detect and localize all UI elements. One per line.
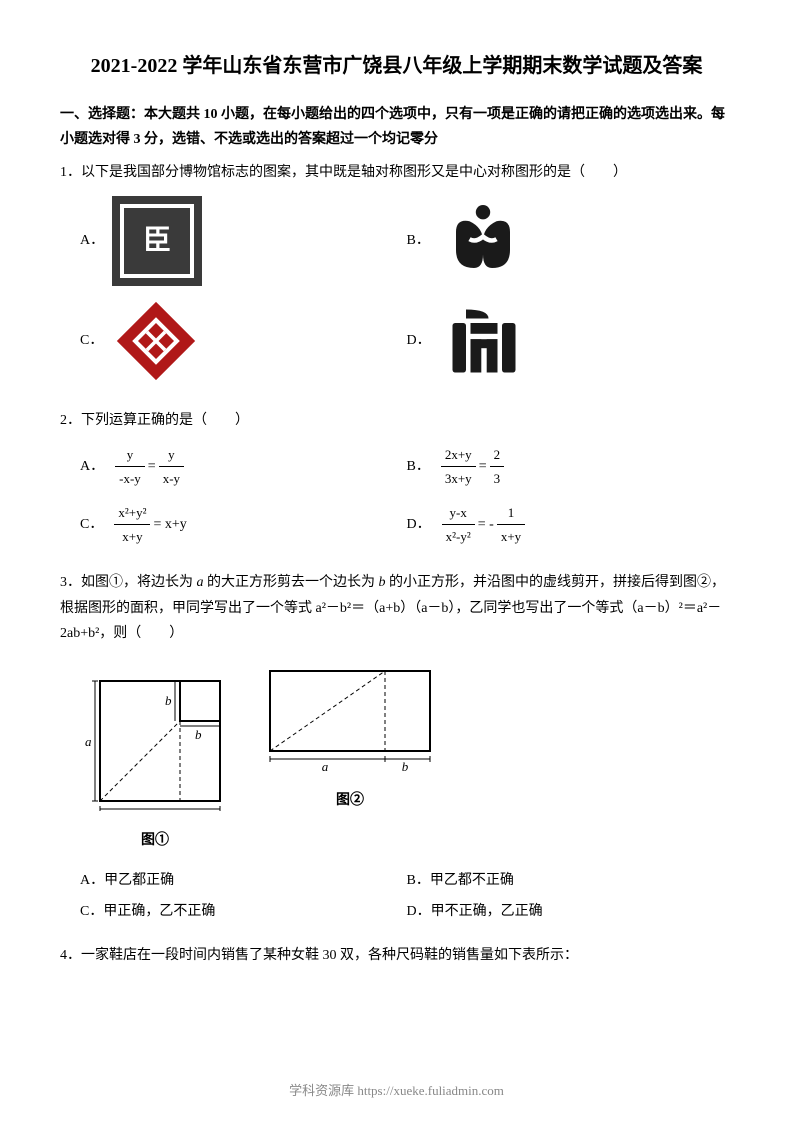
q1-text: 1．以下是我国部分博物馆标志的图案，其中既是轴对称图形又是中心对称图形的是（ ） [60, 160, 733, 185]
option-label: B． [407, 454, 430, 479]
q2-option-c: C． x²+y²x+y = x+y [80, 501, 407, 549]
label-a: a [85, 734, 92, 749]
q2-option-b: B． 2x+y3x+y = 23 [407, 443, 734, 491]
label-b: b [402, 759, 409, 771]
q2-options: A． y-x-y = yx-y B． 2x+y3x+y = 23 C． x²+y… [80, 443, 733, 559]
logo-c-icon [111, 296, 201, 386]
diagram-1-label: 图① [80, 828, 230, 853]
label-a: a [322, 759, 329, 771]
logo-b-icon [438, 196, 528, 286]
section-header: 一、选择题：本大题共 10 小题，在每小题给出的四个选项中，只有一项是正确的请把… [60, 102, 733, 152]
page-footer: 学科资源库 https://xueke.fuliadmin.com [0, 1079, 793, 1102]
question-2: 2．下列运算正确的是（ ） A． y-x-y = yx-y B． 2x+y3x+… [60, 408, 733, 559]
q1-option-a: A． 臣 [80, 196, 407, 286]
q2-option-a: A． y-x-y = yx-y [80, 443, 407, 491]
q2-text: 2．下列运算正确的是（ ） [60, 408, 733, 433]
q3-option-b: B．甲乙都不正确 [407, 868, 734, 893]
diagram-2-label: 图② [260, 788, 440, 813]
q2-option-d: D． y-xx²-y² = - 1x+y [407, 501, 734, 549]
label-a: a [152, 809, 159, 811]
q4-text: 4．一家鞋店在一段时间内销售了某种女鞋 30 双，各种尺码鞋的销售量如下表所示： [60, 943, 733, 968]
logo-a-icon: 臣 [112, 196, 202, 286]
option-label-b: B． [407, 228, 430, 253]
q3-diagrams: a a b b 图① a b 图② [80, 661, 733, 853]
question-3: 3．如图①，将边长为 a 的大正方形剪去一个边长为 b 的小正方形，并沿图中的虚… [60, 570, 733, 930]
q3-options: A．甲乙都正确 B．甲乙都不正确 C．甲正确，乙不正确 D．甲不正确，乙正确 [80, 868, 733, 930]
q1-option-c: C． [80, 296, 407, 386]
option-label: D． [407, 512, 431, 537]
label-b: b [195, 727, 202, 742]
q1-options: A． 臣 B． C． [80, 196, 733, 396]
question-1: 1．以下是我国部分博物馆标志的图案，其中既是轴对称图形又是中心对称图形的是（ ）… [60, 160, 733, 395]
q1-option-b: B． [407, 196, 734, 286]
page-title: 2021-2022 学年山东省东营市广饶县八年级上学期期末数学试题及答案 [60, 50, 733, 82]
q3-option-a: A．甲乙都正确 [80, 868, 407, 893]
q3-text: 3．如图①，将边长为 a 的大正方形剪去一个边长为 b 的小正方形，并沿图中的虚… [60, 570, 733, 646]
option-label-c: C． [80, 328, 103, 353]
option-label-a: A． [80, 228, 104, 253]
logo-d-icon [439, 296, 529, 386]
option-label: A． [80, 454, 104, 479]
diagram-1: a a b b 图① [80, 661, 230, 853]
diagram-2: a b 图② [260, 661, 440, 853]
label-b: b [165, 693, 172, 708]
option-label-d: D． [407, 328, 431, 353]
option-label: C． [80, 512, 103, 537]
question-4: 4．一家鞋店在一段时间内销售了某种女鞋 30 双，各种尺码鞋的销售量如下表所示： [60, 943, 733, 968]
q1-option-d: D． [407, 296, 734, 386]
q3-option-d: D．甲不正确，乙正确 [407, 899, 734, 924]
q3-option-c: C．甲正确，乙不正确 [80, 899, 407, 924]
